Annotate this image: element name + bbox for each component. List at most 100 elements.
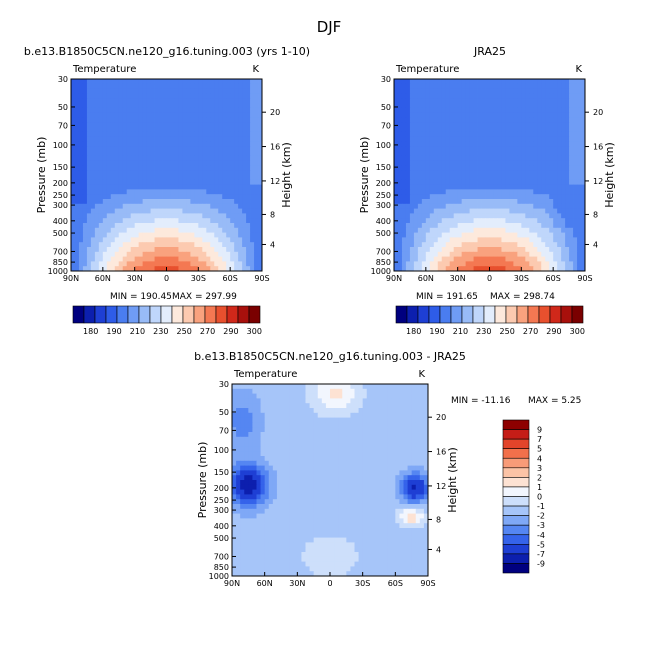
- contour-cell: [457, 184, 463, 190]
- contour-cell: [317, 480, 323, 486]
- contour-cell: [553, 83, 558, 89]
- contour-cell: [409, 242, 415, 248]
- x-tick-label: 90N: [386, 274, 402, 283]
- contour-cell: [234, 155, 239, 161]
- contour-cell: [469, 93, 474, 99]
- contour-cell: [202, 251, 207, 257]
- contour-cell: [509, 203, 514, 209]
- contour-cell: [154, 199, 159, 205]
- contour-cell: [260, 436, 266, 442]
- contour-cell: [214, 251, 219, 257]
- contour-cell: [158, 242, 163, 248]
- contour-cell: [521, 208, 526, 214]
- contour-cell: [565, 232, 570, 238]
- contour-cell: [71, 232, 76, 238]
- contour-cell: [242, 107, 247, 113]
- contour-cell: [234, 112, 239, 118]
- contour-cell: [214, 199, 219, 205]
- contour-cell: [409, 189, 415, 195]
- contour-cell: [268, 412, 274, 418]
- contour-cell: [350, 398, 355, 404]
- contour-cell: [202, 88, 207, 94]
- contour-cell: [256, 408, 261, 414]
- contour-cell: [71, 107, 76, 113]
- contour-cell: [403, 393, 408, 399]
- contour-cell: [289, 427, 294, 433]
- contour-cell: [565, 112, 570, 118]
- contour-cell: [330, 388, 335, 394]
- contour-cell: [417, 175, 423, 181]
- contour-cell: [489, 165, 494, 171]
- contour-cell: [457, 160, 463, 166]
- contour-cell: [118, 218, 124, 224]
- contour-cell: [98, 160, 104, 166]
- contour-cell: [150, 165, 155, 171]
- contour-cell: [276, 475, 282, 481]
- contour-cell: [162, 117, 167, 123]
- contour-cell: [409, 93, 415, 99]
- contour-cell: [138, 155, 144, 161]
- contour-cell: [533, 98, 538, 104]
- contour-cell: [457, 199, 463, 205]
- contour-cell: [403, 470, 408, 476]
- contour-cell: [501, 199, 506, 205]
- contour-cell: [481, 256, 486, 262]
- contour-cell: [573, 175, 578, 181]
- contour-cell: [477, 151, 482, 157]
- contour-cell: [190, 208, 195, 214]
- contour-cell: [387, 465, 392, 471]
- contour-cell: [569, 232, 574, 238]
- contour-cell: [134, 146, 140, 152]
- contour-cell: [313, 408, 319, 414]
- contour-cell: [313, 451, 319, 457]
- contour-cell: [102, 112, 108, 118]
- contour-cell: [469, 83, 474, 89]
- contour-cell: [258, 213, 263, 219]
- contour-cell: [366, 441, 372, 447]
- contour-cell: [110, 141, 116, 147]
- contour-cell: [453, 117, 459, 123]
- contour-cell: [437, 189, 443, 195]
- contour-cell: [411, 475, 417, 481]
- contour-cell: [242, 155, 247, 161]
- contour-cell: [489, 141, 494, 147]
- contour-cell: [407, 384, 413, 390]
- contour-cell: [561, 93, 566, 99]
- contour-cell: [405, 256, 411, 262]
- contour-cell: [413, 218, 419, 224]
- contour-cell: [230, 136, 235, 142]
- contour-cell: [325, 475, 331, 481]
- contour-cell: [178, 107, 183, 113]
- contour-cell: [394, 103, 399, 109]
- contour-cell: [258, 266, 263, 272]
- contour-cell: [248, 451, 253, 457]
- contour-cell: [425, 83, 431, 89]
- contour-cell: [94, 83, 100, 89]
- contour-cell: [250, 131, 255, 137]
- contour-cell: [305, 393, 310, 399]
- contour-cell: [313, 436, 319, 442]
- contour-cell: [497, 237, 502, 243]
- contour-cell: [74, 189, 80, 195]
- contour-cell: [387, 475, 392, 481]
- contour-cell: [174, 184, 179, 190]
- contour-cell: [154, 208, 159, 214]
- contour-cell: [174, 242, 179, 248]
- contour-cell: [537, 146, 542, 152]
- contour-cell: [194, 208, 199, 214]
- contour-cell: [358, 456, 364, 462]
- contour-cell: [194, 261, 199, 267]
- contour-cell: [415, 422, 421, 428]
- contour-cell: [379, 417, 384, 423]
- contour-cell: [565, 261, 570, 267]
- contour-cell: [240, 408, 245, 414]
- contour-cell: [110, 170, 116, 176]
- contour-cell: [517, 122, 522, 128]
- contour-cell: [501, 175, 506, 181]
- contour-cell: [158, 189, 163, 195]
- contour-cell: [477, 107, 482, 113]
- contour-cell: [415, 384, 421, 390]
- contour-cell: [285, 480, 290, 486]
- contour-cell: [453, 131, 459, 137]
